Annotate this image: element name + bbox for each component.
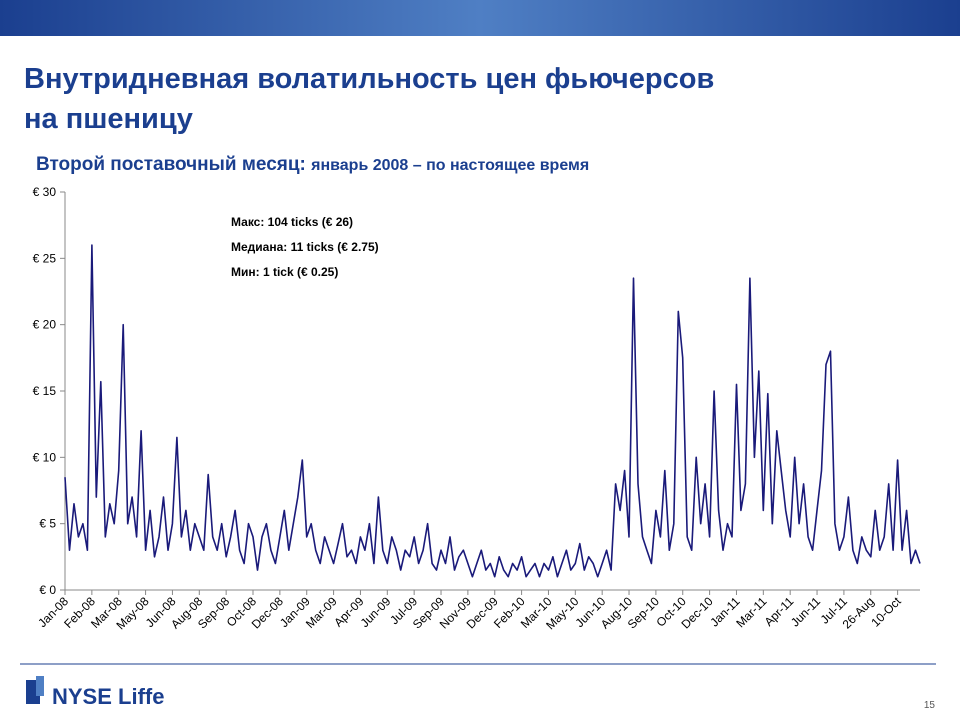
x-tick-label: Mar-11	[733, 594, 769, 630]
subtitle-main: Второй поставочный месяц:	[36, 154, 306, 175]
logo-text: NYSE Liffe	[52, 684, 164, 709]
y-tick-label: € 10	[33, 450, 57, 464]
header-bar	[0, 0, 960, 36]
annotation: Мин: 1 tick (€ 0.25)	[231, 265, 338, 279]
y-tick-label: € 25	[33, 251, 57, 265]
annotation: Медиана: 11 ticks (€ 2.75)	[231, 240, 379, 254]
y-tick-label: € 20	[33, 318, 57, 332]
y-tick-label: € 15	[33, 384, 57, 398]
y-tick-label: € 0	[39, 583, 56, 597]
y-tick-label: € 5	[39, 517, 56, 531]
annotation: Макс: 104 ticks (€ 26)	[231, 215, 353, 229]
logo: NYSE Liffe	[26, 676, 164, 709]
subtitle-period: январь 2008 – по настоящее время	[310, 157, 589, 174]
x-tick-label: Jun-09	[358, 594, 394, 630]
x-tick-label: Jun-11	[788, 594, 823, 629]
title: Внутридневная волатильность цен фьючерсо…	[24, 63, 714, 135]
x-tick-label: Mar-09	[303, 594, 340, 631]
title-line: Внутридневная волатильность цен фьючерсо…	[24, 63, 714, 95]
series-line	[64, 244, 921, 578]
plot: € 0€ 5€ 10€ 15€ 20€ 25€ 30Jan-08Feb-08Ma…	[33, 185, 921, 632]
subtitle: Второй поставочный месяц: январь 2008 – …	[36, 154, 589, 175]
page-number: 15	[924, 700, 936, 711]
y-tick-label: € 30	[33, 185, 57, 199]
title-line: на пшеницу	[24, 103, 193, 135]
logo-mark	[36, 676, 44, 696]
x-tick-label: 10-Oct	[868, 594, 904, 630]
